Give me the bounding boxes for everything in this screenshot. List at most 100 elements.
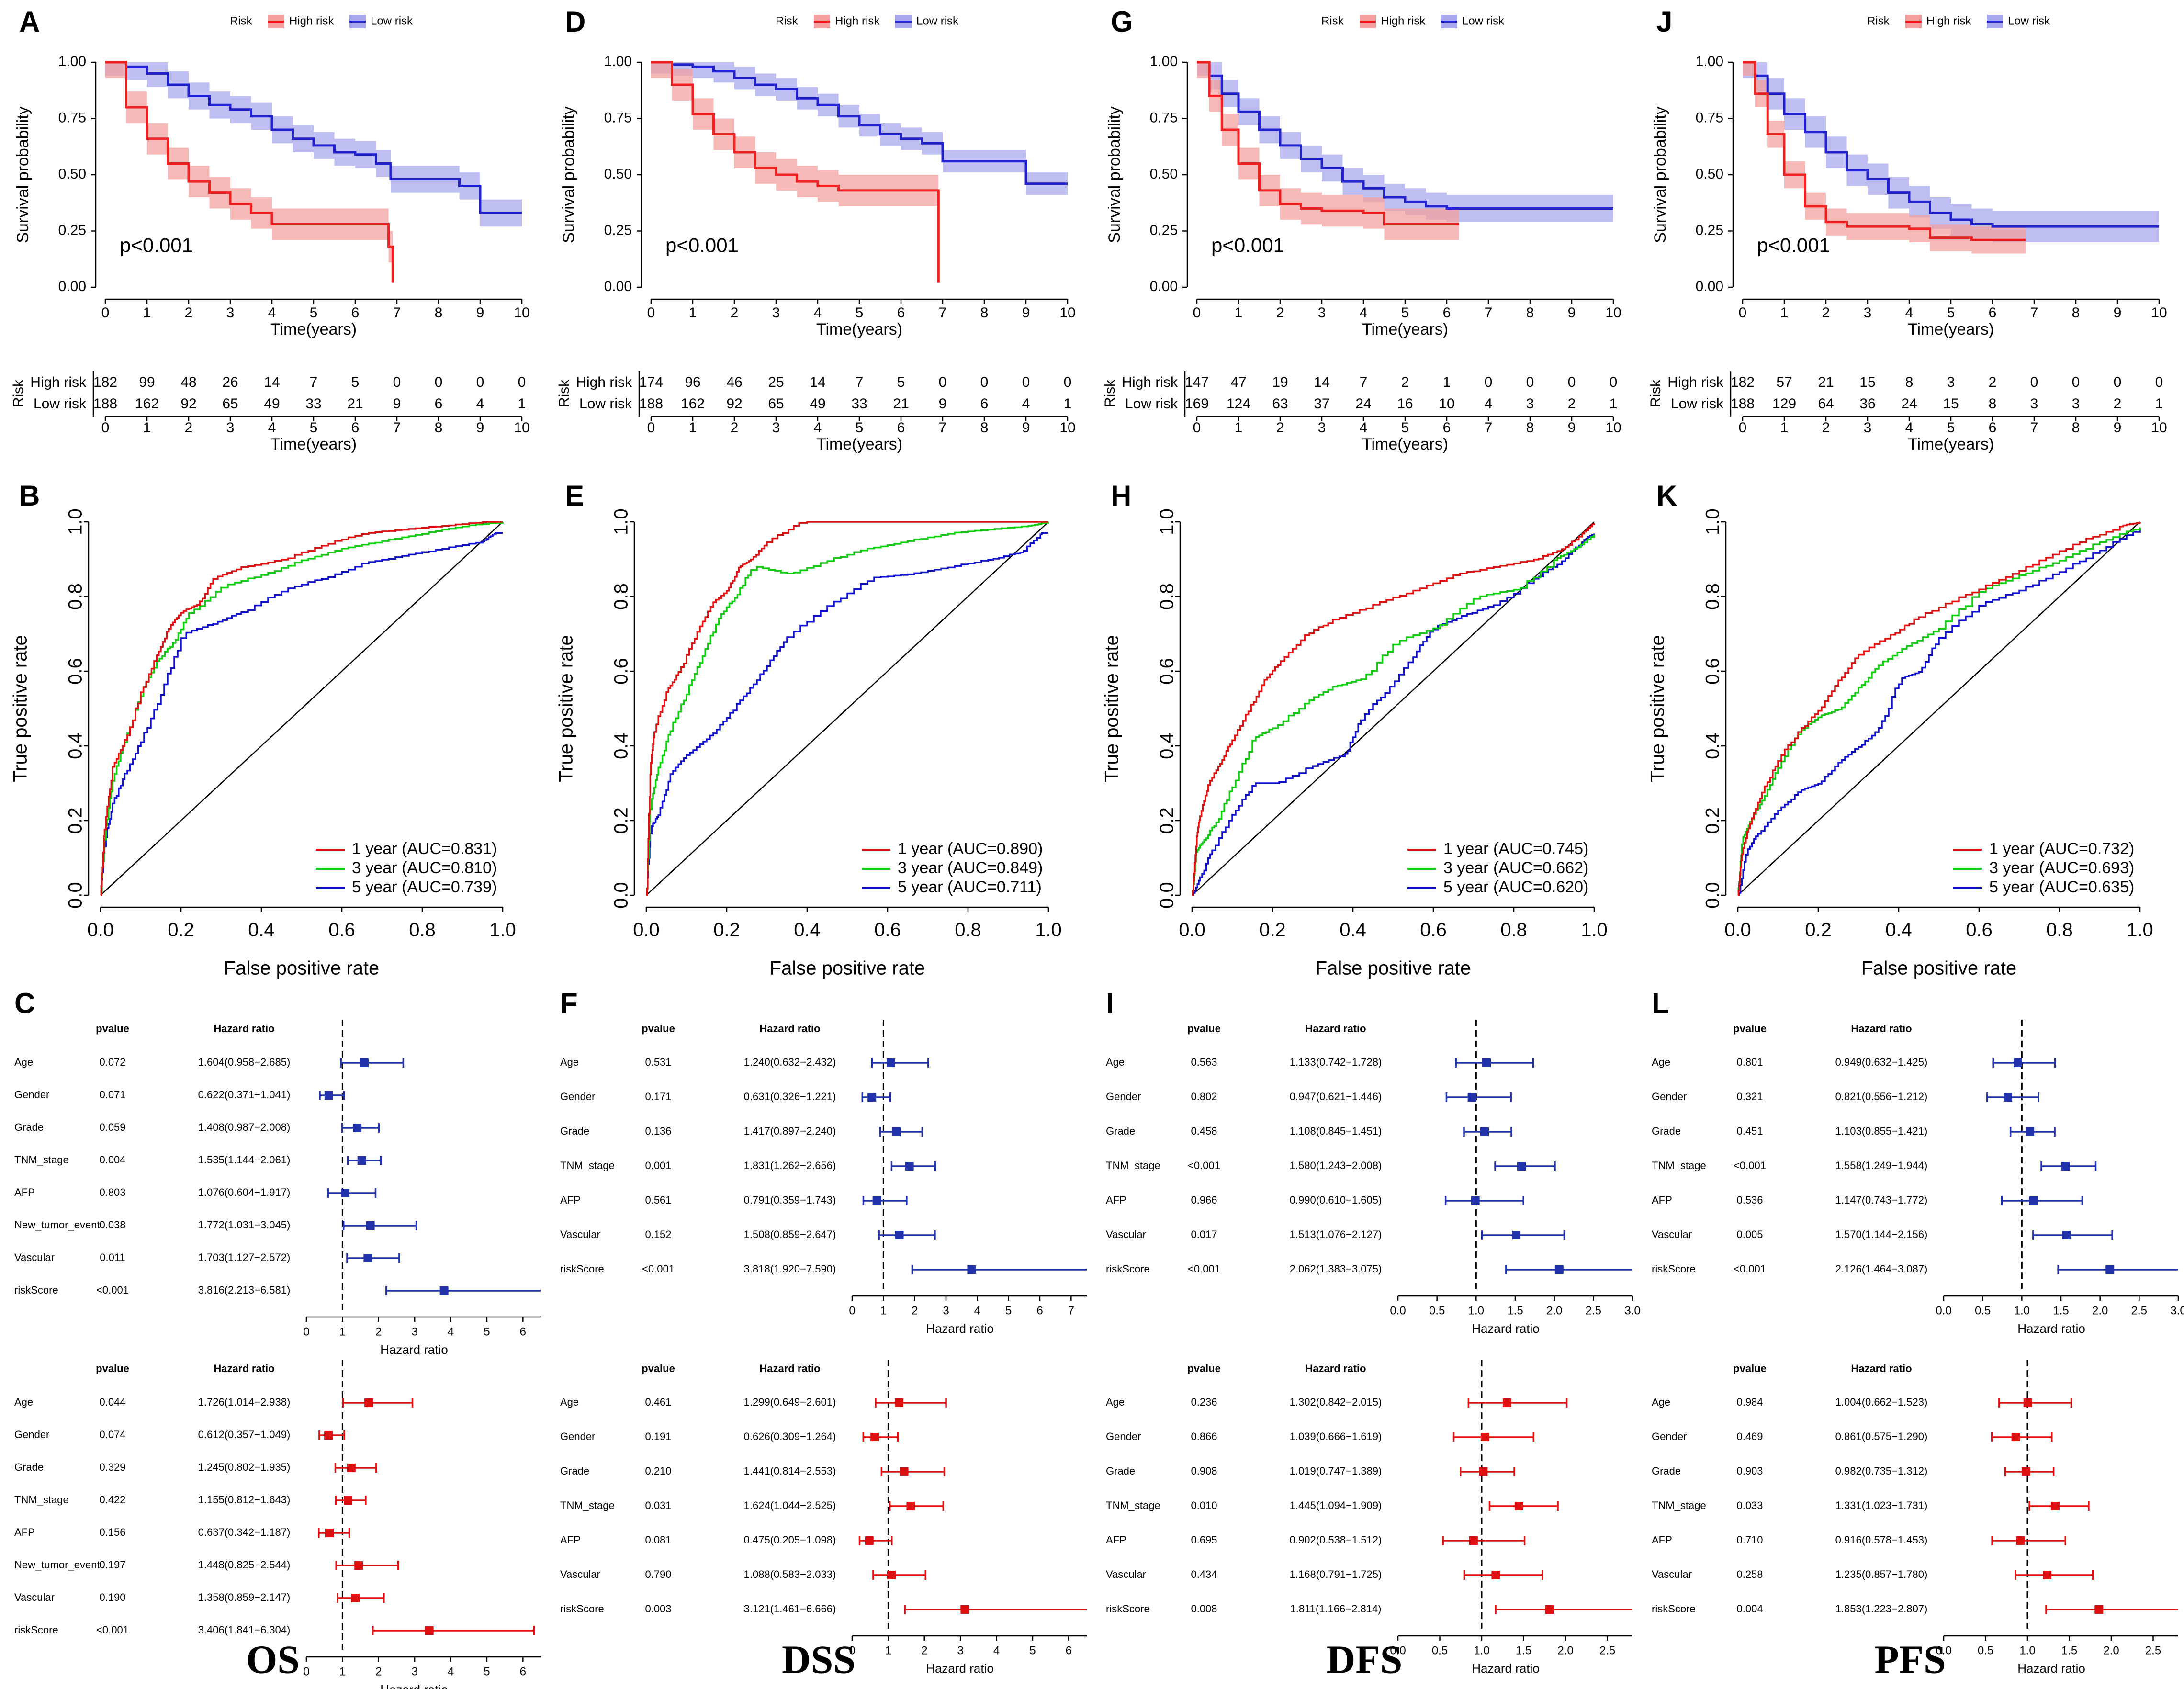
risk-table-low-count: 65 bbox=[768, 396, 784, 412]
forest-multi-row-label: Vascular bbox=[1652, 1568, 1692, 1580]
roc-x-tick-label: 1.0 bbox=[1581, 920, 1608, 941]
risk-table-x-tick-label: 5 bbox=[856, 420, 864, 436]
forest-uni-hr-marker bbox=[892, 1127, 901, 1136]
forest-multi-hr-marker bbox=[2023, 1398, 2032, 1407]
forest-multi-row-pvalue: 0.210 bbox=[645, 1465, 671, 1477]
risk-table-low-count: 8 bbox=[1989, 396, 1997, 412]
forest-uni-row-hr-text: 0.947(0.621−1.446) bbox=[1290, 1091, 1382, 1103]
forest-multi-row-hr-text: 1.019(0.747−1.389) bbox=[1290, 1465, 1382, 1477]
km-legend-low-label: Low risk bbox=[1462, 14, 1505, 27]
forest-uni-row-hr-text: 1.076(0.604−1.917) bbox=[198, 1186, 291, 1198]
forest-multi-row-pvalue: 0.984 bbox=[1736, 1396, 1763, 1408]
forest-uni-x-tick-label: 1.0 bbox=[1468, 1304, 1484, 1317]
risk-table-x-tick-label: 7 bbox=[939, 420, 947, 436]
forest-uni-row-label: TNM_stage bbox=[1652, 1160, 1706, 1171]
km-y-tick-label: 0.25 bbox=[58, 222, 86, 238]
risk-table-x-tick-label: 8 bbox=[2072, 420, 2080, 436]
forest-multi-x-tick-label: 2 bbox=[921, 1644, 927, 1657]
forest-uni-row-pvalue: 0.536 bbox=[1736, 1194, 1763, 1206]
risk-table-high-count: 47 bbox=[1230, 374, 1246, 390]
roc-x-tick-label: 1.0 bbox=[489, 920, 516, 941]
forest-multi-row-hr-text: 1.448(0.825−2.544) bbox=[198, 1559, 291, 1571]
roc-y-tick-label: 0.2 bbox=[1157, 807, 1178, 834]
risk-table-low-count: 24 bbox=[1355, 396, 1371, 412]
km-x-tick-label: 2 bbox=[185, 305, 193, 321]
risk-table-low-count: 6 bbox=[435, 396, 443, 412]
km-pvalue: p<0.001 bbox=[120, 234, 193, 256]
forest-multi-x-tick-label: 1.5 bbox=[2061, 1644, 2077, 1657]
roc-x-label: False positive rate bbox=[770, 958, 925, 979]
forest-multi-row-pvalue: 0.074 bbox=[99, 1429, 125, 1441]
roc-curve-5yr bbox=[100, 532, 503, 896]
forest-uni-row-hr-text: 0.622(0.371−1.041) bbox=[198, 1089, 291, 1101]
risk-table-low-count: 2 bbox=[2114, 396, 2122, 412]
forest-uni-hr-marker bbox=[2062, 1231, 2071, 1239]
roc-curve-5yr bbox=[1192, 533, 1595, 896]
forest-multi-pvalue-header: pvalue bbox=[1733, 1362, 1767, 1374]
risk-table-x-tick-label: 8 bbox=[980, 420, 989, 436]
roc-y-tick-label: 0.8 bbox=[65, 583, 86, 610]
forest-multi-x-tick-label: 3 bbox=[411, 1665, 417, 1678]
risk-table-high-count: 2 bbox=[1989, 374, 1997, 390]
km-pvalue: p<0.001 bbox=[1757, 234, 1830, 256]
risk-table-low-count: 36 bbox=[1859, 396, 1875, 412]
forest-multi-hr-marker bbox=[354, 1561, 363, 1570]
forest-uni-row-pvalue: 0.072 bbox=[99, 1056, 125, 1068]
roc-y-tick-label: 0.8 bbox=[611, 583, 632, 610]
forest-multi-row-label: TNM_stage bbox=[560, 1499, 615, 1511]
forest-uni-x-tick-label: 1.5 bbox=[1507, 1304, 1523, 1317]
risk-table-x-tick-label: 2 bbox=[185, 420, 193, 436]
risk-table-low-count: 3 bbox=[2072, 396, 2080, 412]
forest-uni-x-tick-label: 4 bbox=[974, 1304, 980, 1317]
forest-multi-row-hr-text: 0.626(0.309−1.264) bbox=[744, 1430, 836, 1442]
risk-table-high-count: 25 bbox=[768, 374, 784, 390]
roc-x-tick-label: 0.6 bbox=[328, 920, 355, 941]
km-low-curve bbox=[105, 61, 522, 214]
km-x-tick-label: 0 bbox=[1193, 305, 1201, 321]
forest-uni-row-label: Vascular bbox=[560, 1228, 600, 1240]
risk-table-x-tick-label: 6 bbox=[1443, 420, 1451, 436]
km-x-tick-label: 5 bbox=[1947, 305, 1955, 321]
risk-table-low-count: 4 bbox=[1485, 396, 1493, 412]
forest-uni-row-hr-text: 1.535(1.144−2.061) bbox=[198, 1154, 291, 1166]
forest-multi-x-tick-label: 6 bbox=[1066, 1644, 1072, 1657]
forest-uni-x-tick-label: 5 bbox=[1005, 1304, 1012, 1317]
forest-multi-hr-marker bbox=[2094, 1605, 2104, 1614]
forest-uni-row-pvalue: <0.001 bbox=[96, 1284, 129, 1296]
risk-table-low-count: 188 bbox=[1731, 396, 1755, 412]
forest-multi-row-label: AFP bbox=[560, 1534, 581, 1546]
risk-table-x-tick-label: 2 bbox=[1276, 420, 1284, 436]
km-x-tick-label: 0 bbox=[1739, 305, 1747, 321]
roc-curve-3yr bbox=[646, 522, 1049, 896]
km-x-tick-label: 2 bbox=[1276, 305, 1284, 321]
forest-uni-row-pvalue: 0.038 bbox=[99, 1219, 125, 1231]
forest-uni-row-pvalue: 0.001 bbox=[645, 1160, 671, 1171]
risk-table-high-count: 0 bbox=[518, 374, 526, 390]
km-y-tick-label: 0.75 bbox=[1150, 110, 1178, 125]
roc-legend-label-5yr: 5 year (AUC=0.635) bbox=[1989, 878, 2134, 896]
forest-multi-row-label: Age bbox=[1106, 1396, 1125, 1408]
forest-multi-row-hr-text: 1.245(0.802−1.935) bbox=[198, 1461, 291, 1473]
forest-uni-hr-header: Hazard ratio bbox=[759, 1023, 820, 1035]
forest-uni-hr-marker bbox=[1482, 1058, 1491, 1067]
forest-uni-x-label: Hazard ratio bbox=[926, 1321, 994, 1336]
risk-table-low-count: 1 bbox=[1064, 396, 1072, 412]
forest-multi-x-tick-label: 1.0 bbox=[2019, 1644, 2035, 1657]
risk-table-high-count: 0 bbox=[1610, 374, 1618, 390]
forest-uni-row-label: Vascular bbox=[1652, 1228, 1692, 1240]
km-x-tick-label: 3 bbox=[226, 305, 235, 321]
forest-multi-row-hr-text: 0.612(0.357−1.049) bbox=[198, 1429, 291, 1441]
km-low-curve bbox=[1743, 61, 2159, 228]
risk-table-low-count: 10 bbox=[1439, 396, 1454, 412]
forest-multi-row-pvalue: 0.044 bbox=[99, 1396, 125, 1408]
roc-x-tick-label: 0.2 bbox=[713, 920, 740, 941]
forest-uni-hr-marker bbox=[2014, 1058, 2023, 1067]
forest-multi-row-pvalue: 0.156 bbox=[99, 1526, 125, 1538]
roc-y-tick-label: 1.0 bbox=[65, 508, 86, 535]
forest-multi-row-label: Grade bbox=[14, 1461, 44, 1473]
risk-table-low-count: 92 bbox=[726, 396, 742, 412]
forest-uni-row-pvalue: 0.966 bbox=[1191, 1194, 1217, 1206]
forest-multi-row-hr-text: 1.039(0.666−1.619) bbox=[1290, 1430, 1382, 1442]
km-y-tick-label: 0.50 bbox=[1150, 166, 1178, 182]
forest-uni-row-hr-text: 1.558(1.249−1.944) bbox=[1835, 1160, 1928, 1171]
